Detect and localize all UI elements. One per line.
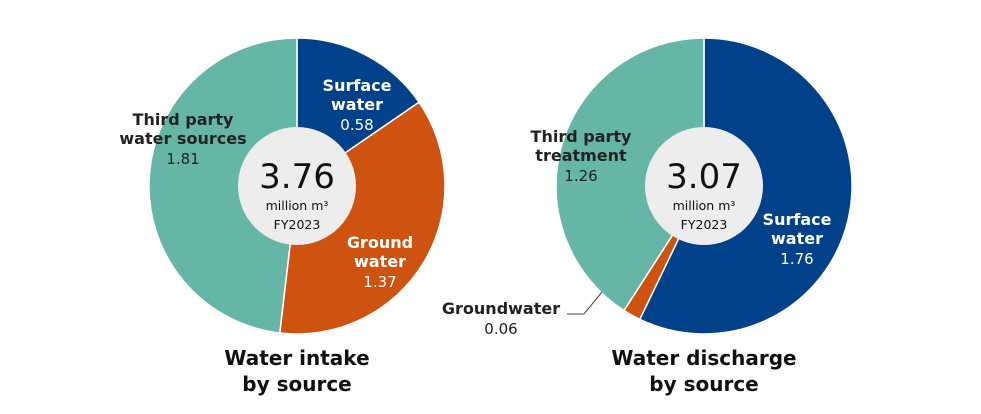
slice-third-party-water-sources xyxy=(148,37,298,334)
donut-center xyxy=(645,127,763,245)
slice-label-third-party-water-sources: Third party water sources xyxy=(119,110,246,148)
center-total: 3.07 xyxy=(666,157,742,197)
slice-value-surface-water: 1.76 xyxy=(780,250,813,268)
center-total: 3.76 xyxy=(259,157,335,197)
slice-value-third-party-treatment: 1.26 xyxy=(564,167,597,185)
slice-label-third-party-treatment: Third party treatment xyxy=(531,127,632,165)
slice-label-surface-water: Surface water xyxy=(763,210,832,248)
center-period: FY2023 xyxy=(274,217,321,232)
slice-value-third-party-water-sources: 1.81 xyxy=(166,150,199,168)
slice-value-surface-water: 0.58 xyxy=(340,116,373,134)
slice-label-ground-water: Ground water xyxy=(347,233,413,271)
slice-label-surface-water: Surface water xyxy=(323,76,392,114)
chart-title: Water intake by source xyxy=(224,346,369,396)
slice-value-ground-water: 1.37 xyxy=(363,273,396,291)
center-unit: million m³ xyxy=(266,198,329,213)
slice-label-groundwater: Groundwater xyxy=(442,299,560,318)
leader-line xyxy=(567,291,603,315)
center-unit: million m³ xyxy=(673,198,736,213)
chart-title: Water discharge by source xyxy=(611,346,796,396)
donut-center xyxy=(238,127,356,245)
slice-ground-water xyxy=(278,101,446,335)
slice-value-groundwater: 0.06 xyxy=(484,320,517,338)
slice-third-party-treatment xyxy=(555,37,705,312)
center-period: FY2023 xyxy=(681,217,728,232)
